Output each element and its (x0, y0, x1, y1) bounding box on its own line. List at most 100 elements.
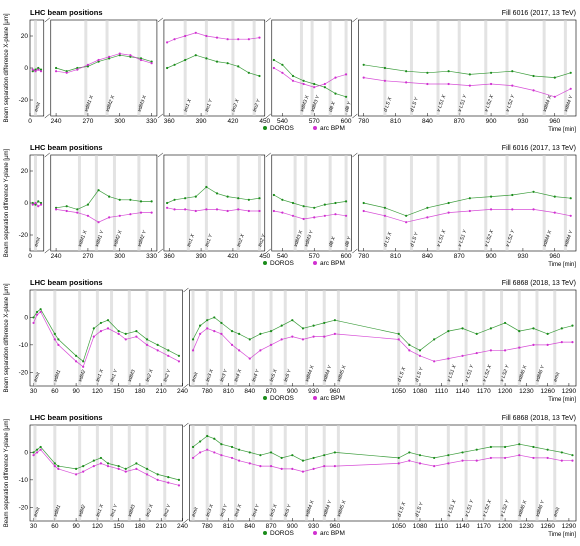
data-point (39, 201, 43, 205)
scan-band (191, 425, 195, 521)
scan-label: d LS Y (409, 231, 420, 248)
data-point (383, 66, 387, 70)
x-tick-label: 1260 (540, 388, 555, 395)
scan-band (553, 290, 557, 386)
data-point (248, 338, 251, 341)
data-point (118, 198, 121, 201)
axis-break (157, 152, 164, 158)
data-point (447, 462, 450, 465)
data-point (167, 354, 170, 357)
data-point (247, 38, 250, 41)
x-tick-label: 570 (309, 118, 320, 125)
data-point (194, 195, 197, 198)
scan-band (127, 290, 131, 386)
data-point (569, 71, 572, 74)
data-point (108, 195, 111, 198)
data-point (291, 74, 295, 78)
data-point (301, 470, 305, 473)
x-tick-label: 900 (287, 388, 298, 395)
data-point (301, 338, 305, 341)
scan-band (137, 20, 141, 116)
data-point (65, 205, 68, 208)
data-point (35, 313, 39, 316)
data-point (259, 332, 262, 335)
axis-break (352, 17, 358, 23)
data-point (281, 211, 284, 214)
scan-band (127, 425, 131, 521)
x-tick-label: 390 (196, 253, 207, 260)
scan-label: vdM4 X (304, 499, 316, 518)
data-point (258, 74, 261, 78)
data-point (418, 454, 422, 457)
scan-band (204, 20, 208, 116)
scan-band (500, 290, 504, 386)
scan-band (219, 290, 223, 386)
scan-label: v LS2 X (482, 499, 494, 518)
data-point (173, 38, 176, 41)
fill-label: Fill 6868 (2018, 13 TeV) (502, 280, 576, 287)
data-point (184, 197, 187, 200)
scan-band (234, 425, 238, 521)
data-point (86, 65, 90, 68)
x-tick-label: 870 (266, 388, 277, 395)
x-tick-label: 1230 (519, 388, 534, 395)
data-point (313, 216, 316, 219)
x-tick-label: 240 (177, 388, 188, 395)
data-point (32, 321, 35, 325)
scan-label: d LS X (396, 501, 407, 518)
x-tick-label: 240 (177, 523, 188, 530)
x-tick-label: 1230 (519, 523, 534, 530)
data-point (312, 456, 315, 460)
x-tick-label: 810 (390, 253, 401, 260)
legend-marker (263, 531, 267, 535)
scan-label: vdM2 (77, 504, 87, 518)
scan-label: v LS2 Y (505, 94, 517, 113)
scan-band (517, 425, 521, 521)
data-point (447, 454, 450, 457)
scan-band (304, 155, 308, 251)
legend-entry: DOROS (270, 530, 295, 537)
x-tick-label: 930 (308, 388, 319, 395)
data-point (194, 54, 197, 57)
data-point (99, 321, 103, 325)
scan-label: Im2 Y (252, 98, 262, 113)
scan-label: lm4 X (233, 503, 243, 518)
x-tick-label: 870 (454, 253, 465, 260)
data-point (475, 351, 478, 355)
scan-label: emit (33, 101, 42, 113)
x-tick-label: 540 (277, 118, 288, 125)
data-point (199, 332, 202, 335)
data-point (405, 221, 408, 224)
data-point (145, 467, 149, 470)
data-point (92, 327, 95, 330)
x-tick-label: 240 (51, 253, 62, 260)
axis-break (352, 152, 358, 158)
data-point (238, 349, 241, 352)
data-point (177, 360, 181, 363)
data-point (74, 360, 78, 363)
data-point (344, 200, 348, 203)
data-point (418, 462, 422, 465)
x-tick-label: 1260 (540, 523, 555, 530)
scan-band (283, 425, 287, 521)
data-point (447, 211, 450, 214)
x-tick-label: 150 (113, 388, 124, 395)
scan-label: lm2 Y (162, 368, 172, 383)
data-point (553, 195, 556, 198)
data-point (92, 459, 95, 462)
x-tick-label: 180 (134, 388, 145, 395)
data-point (99, 462, 103, 465)
data-point (205, 185, 208, 189)
x-tick-label: 1080 (413, 388, 428, 395)
data-point (205, 57, 208, 60)
legend-entry: DOROS (270, 395, 295, 402)
legend-marker (313, 126, 317, 130)
data-point (31, 201, 34, 205)
data-point (397, 456, 400, 460)
data-point (532, 456, 535, 460)
data-point (489, 71, 493, 74)
data-point (106, 327, 110, 330)
data-point (117, 330, 120, 333)
data-point (447, 357, 450, 360)
scan-band (344, 155, 348, 251)
